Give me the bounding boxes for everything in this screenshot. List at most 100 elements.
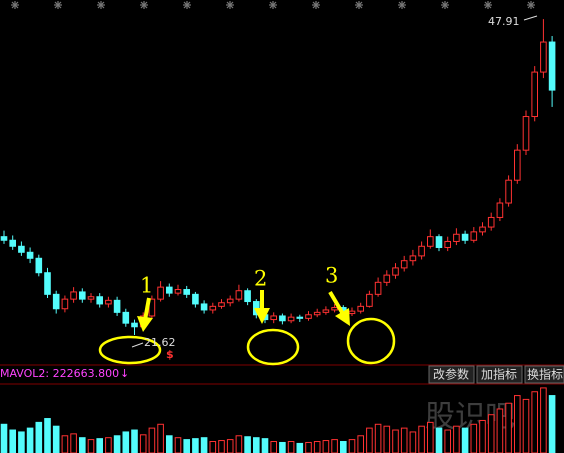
- indicator-label: MAVOL2: 222663.800: [0, 367, 119, 380]
- icon-stroke: [398, 1, 406, 9]
- candle-body: [444, 240, 451, 248]
- annotation-label: 2: [254, 267, 267, 291]
- arrow-head: [335, 308, 350, 326]
- volume-bar: [296, 442, 304, 453]
- volume-bar: [322, 440, 330, 453]
- volume-bar: [209, 441, 217, 453]
- volume-bar: [461, 427, 469, 453]
- signal: $: [166, 348, 174, 361]
- candle-body: [96, 296, 104, 305]
- volume-bar: [270, 441, 277, 453]
- volume-bar: [453, 425, 460, 453]
- candle-body: [514, 149, 521, 181]
- button-label[interactable]: 换指标: [527, 367, 563, 382]
- candle-body: [392, 267, 399, 276]
- volume-bar: [218, 440, 225, 453]
- volume-bar: [505, 402, 512, 453]
- candle-body: [26, 251, 34, 259]
- candle-body: [287, 316, 295, 322]
- candle-body: [270, 315, 277, 321]
- high-pointer: [523, 15, 538, 21]
- volume-bar: [87, 439, 95, 453]
- arrow: [328, 290, 345, 316]
- candle-body: [113, 299, 121, 313]
- plot: [0, 19, 556, 453]
- candle-body: [400, 260, 408, 269]
- icon-stroke: [312, 1, 320, 9]
- volume-bar: [496, 408, 504, 453]
- candle-body: [226, 298, 234, 304]
- icon-stroke: [140, 1, 148, 9]
- icon-stroke: [226, 1, 234, 9]
- button[interactable]: [524, 365, 564, 384]
- low-label: 21.62: [144, 336, 176, 349]
- candle-body: [409, 255, 417, 262]
- candle-body: [487, 216, 495, 228]
- volume-bar: [435, 427, 443, 453]
- candle-body: [383, 274, 391, 283]
- icon-stroke: [484, 1, 492, 9]
- volume-bar: [409, 431, 417, 453]
- candle-body: [540, 41, 547, 73]
- candle-body: [61, 298, 69, 310]
- candle-body: [44, 272, 51, 295]
- candle-body: [296, 316, 304, 319]
- candle-body: [200, 303, 208, 311]
- top-icons: [11, 1, 535, 9]
- candle-body: [331, 307, 338, 311]
- volume-bar: [61, 435, 69, 453]
- icon-stroke: [11, 1, 19, 9]
- button[interactable]: [476, 365, 523, 384]
- volume-bar: [418, 425, 425, 453]
- candle-body: [479, 226, 486, 233]
- candle-body: [192, 293, 199, 305]
- candle-body: [79, 291, 86, 300]
- volume-bar: [522, 398, 530, 453]
- candle-body: [453, 233, 460, 242]
- low-pointer: [131, 342, 144, 348]
- highlights: [98, 317, 396, 366]
- volume-bar: [35, 421, 43, 453]
- volume-bar: [0, 423, 8, 453]
- candle-body: [374, 281, 382, 295]
- volume-bar: [157, 423, 164, 453]
- volume-bar: [253, 437, 260, 453]
- arrow-head: [137, 316, 153, 332]
- highlight-ellipse: [346, 317, 396, 365]
- volume-bar: [548, 395, 556, 453]
- arrows: [137, 290, 350, 332]
- volume-bar: [105, 437, 112, 453]
- volume-bar: [235, 435, 243, 453]
- annotation-label: 3: [325, 264, 338, 288]
- icon-stroke: [269, 1, 277, 9]
- candle-body: [235, 290, 243, 300]
- volume-bar: [139, 434, 147, 453]
- volume-bar: [131, 429, 138, 453]
- volume-bar: [183, 439, 190, 453]
- candle-body: [505, 179, 512, 204]
- volume-bar: [9, 429, 16, 453]
- volume-bar: [392, 429, 399, 453]
- button-label[interactable]: 加指标: [481, 367, 517, 382]
- button-label[interactable]: 改参数: [433, 367, 469, 382]
- candle-body: [435, 236, 443, 248]
- candle-body: [87, 296, 95, 300]
- volume-bar: [244, 436, 251, 453]
- volume-bar: [287, 441, 295, 453]
- candle-body: [522, 116, 530, 151]
- button[interactable]: [428, 365, 475, 384]
- candle-body: [0, 236, 8, 241]
- volume-bar: [514, 395, 521, 453]
- candle-body: [218, 302, 225, 307]
- volume-bar: [383, 425, 391, 453]
- volume-bar: [540, 387, 547, 453]
- volume-bar: [366, 427, 373, 453]
- icon-stroke: [54, 1, 62, 9]
- volume-bar: [479, 419, 486, 453]
- volume-bar: [400, 427, 408, 453]
- volume-bar: [427, 421, 434, 453]
- volume-bar: [226, 439, 234, 453]
- annotation-labels: 1 2 3: [140, 264, 338, 298]
- volume-bar: [192, 438, 199, 453]
- volume-bar: [357, 435, 364, 453]
